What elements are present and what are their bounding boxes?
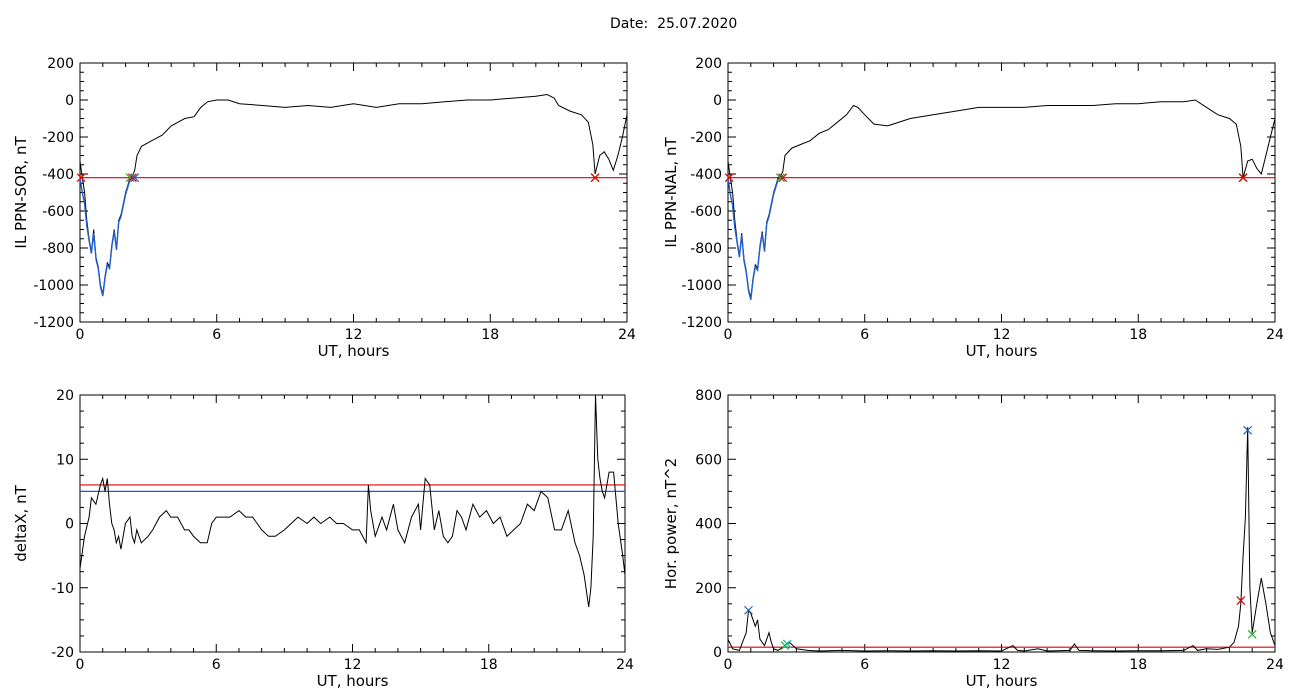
series-line-black — [727, 99, 1276, 299]
marker-stroke — [130, 173, 140, 183]
x-tick-label: 18 — [1129, 327, 1147, 343]
marker-blue — [1243, 425, 1253, 435]
chart-deltax: 0 6 12 18 24 -20 -10 0 10 20 UT, hours deltaX, nT — [12, 388, 634, 690]
marker-stroke — [127, 173, 137, 183]
x-tick-label: 24 — [616, 657, 634, 673]
y-tick-label: 800 — [695, 388, 722, 404]
y-tick-label: 0 — [65, 517, 74, 533]
marker-red — [724, 173, 734, 183]
marker-stroke — [1247, 629, 1257, 639]
marker-stroke — [76, 173, 86, 183]
y-tick-label: -400 — [42, 167, 74, 183]
y-tick-label: 200 — [695, 56, 722, 72]
marker-green — [775, 173, 785, 183]
x-tick-label: 6 — [212, 657, 221, 673]
y-tick-label: -10 — [51, 581, 74, 597]
y-tick-label: -20 — [51, 645, 74, 661]
marker-red — [76, 173, 86, 183]
y-axis-label: deltaX, nT — [12, 484, 30, 561]
marker-red — [1238, 173, 1248, 183]
marker-stroke — [782, 639, 792, 649]
x-tick-label: 12 — [993, 327, 1011, 343]
marker-red — [778, 173, 788, 183]
x-axis-label: UT, hours — [318, 342, 390, 360]
y-tick-label: -200 — [690, 130, 722, 146]
marker-blue — [130, 173, 140, 183]
marker-blue — [744, 605, 753, 615]
plot-frame — [727, 394, 1276, 653]
x-tick-label: 24 — [1266, 327, 1284, 343]
x-tick-label: 6 — [860, 327, 869, 343]
chart-hor-power: 0 6 12 18 24 0 200 400 600 800 UT, hours Hor. power… — [662, 388, 1284, 690]
y-axis-label: IL PPN-SOR, nT — [12, 136, 30, 249]
y-tick-label: 0 — [65, 93, 74, 109]
x-tick-label: 24 — [618, 327, 636, 343]
series-line-blue — [727, 175, 784, 300]
y-tick-label: 600 — [695, 452, 722, 468]
series-line-black — [727, 427, 1276, 652]
date-text: Date: 25.07.2020 — [610, 16, 737, 32]
plot-frame — [79, 62, 628, 323]
y-tick-label: -1000 — [681, 278, 722, 294]
y-tick-label: 0 — [713, 645, 722, 661]
x-tick-label: 6 — [212, 327, 221, 343]
y-tick-label: 10 — [56, 452, 74, 468]
marker-cyan — [782, 639, 792, 649]
x-axis-label: UT, hours — [317, 672, 389, 690]
y-tick-label: 400 — [695, 517, 722, 533]
x-tick-label: 0 — [724, 657, 733, 673]
date-label: Date: — [610, 16, 649, 32]
marker-stroke — [590, 173, 600, 183]
chart-il-ppn-nal: 0 6 12 18 24 -1200 -1000 -800 -600 -400 -200 0 200 UT… — [662, 56, 1284, 360]
date-value: 25.07.2020 — [657, 16, 738, 32]
marker-stroke — [744, 605, 753, 615]
series-line-black — [79, 93, 628, 295]
y-tick-label: -1200 — [33, 315, 74, 331]
x-axis-label: UT, hours — [966, 672, 1038, 690]
x-tick-label: 0 — [76, 657, 85, 673]
marker-red — [127, 173, 137, 183]
marker-stroke — [775, 173, 785, 183]
plot-frame — [79, 394, 626, 653]
plot-frame — [727, 62, 1276, 323]
marker-stroke — [1236, 596, 1246, 606]
x-axis-label: UT, hours — [966, 342, 1038, 360]
x-tick-label: 0 — [724, 327, 733, 343]
y-tick-label: 20 — [56, 388, 74, 404]
y-tick-label: -800 — [690, 241, 722, 257]
marker-stroke — [1238, 173, 1248, 183]
x-tick-label: 24 — [1266, 657, 1284, 673]
marker-stroke — [778, 173, 788, 183]
x-tick-label: 12 — [993, 657, 1011, 673]
y-tick-label: -1000 — [33, 278, 74, 294]
y-tick-label: -800 — [42, 241, 74, 257]
y-tick-label: -200 — [42, 130, 74, 146]
x-tick-label: 6 — [860, 657, 869, 673]
marker-stroke — [724, 173, 734, 183]
y-tick-label: -1200 — [681, 315, 722, 331]
y-tick-label: -600 — [690, 204, 722, 220]
x-tick-label: 18 — [480, 657, 498, 673]
x-tick-label: 18 — [1129, 657, 1147, 673]
x-tick-label: 18 — [481, 327, 499, 343]
date-header: Date: 25.07.2020 — [0, 16, 1300, 40]
marker-stroke — [1243, 425, 1253, 435]
y-tick-label: -600 — [42, 204, 74, 220]
y-tick-label: -400 — [690, 167, 722, 183]
x-tick-label: 12 — [345, 327, 363, 343]
chart-il-ppn-sor: 0 6 12 18 24 -1200 -1000 -800 -600 -400 -200 0 200 UT… — [12, 56, 636, 360]
y-axis-label: IL PPN-NAL, nT — [662, 137, 680, 248]
x-tick-label: 0 — [76, 327, 85, 343]
y-tick-label: 200 — [47, 56, 74, 72]
marker-green — [1247, 629, 1257, 639]
y-tick-label: 0 — [713, 93, 722, 109]
marker-red — [1236, 596, 1246, 606]
y-tick-label: 200 — [695, 581, 722, 597]
y-axis-label: Hor. power, nT^2 — [662, 458, 680, 589]
x-tick-label: 12 — [344, 657, 362, 673]
series-line-blue — [79, 175, 136, 297]
marker-red — [590, 173, 600, 183]
series-line-black — [79, 394, 626, 608]
